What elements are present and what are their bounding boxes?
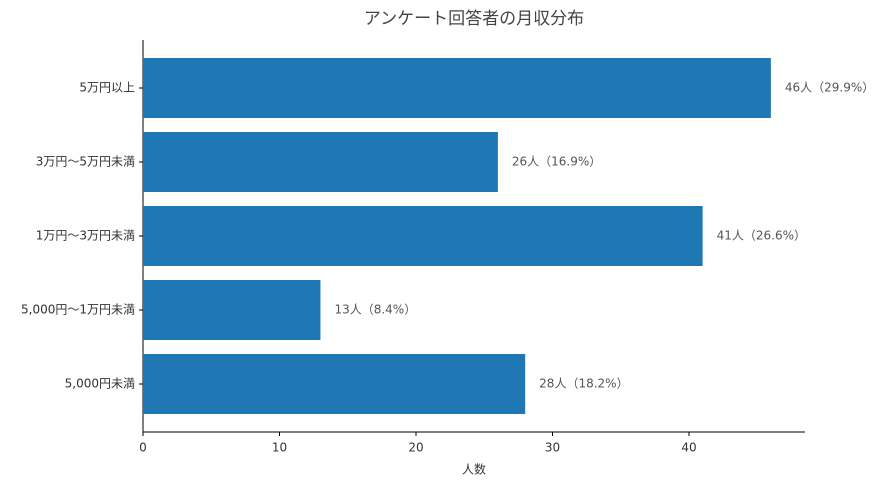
y-tick-label: 5,000円未満 [65,377,135,391]
value-label: 28人（18.2%） [539,377,628,391]
x-tick-label: 40 [681,441,696,455]
x-tick-label: 0 [139,441,147,455]
value-label: 26人（16.9%） [512,155,601,169]
chart-title: アンケート回答者の月収分布 [364,9,584,29]
y-tick-label: 5,000円〜1万円未満 [21,303,135,317]
y-tick-label: 5万円以上 [79,81,135,95]
x-tick-label: 30 [545,441,560,455]
bar [143,58,771,118]
bar [143,206,703,266]
bar [143,132,498,192]
y-tick-label: 1万円〜3万円未満 [36,229,135,243]
x-tick-label: 10 [272,441,287,455]
y-tick-label: 3万円〜5万円未満 [36,155,135,169]
value-label: 41人（26.6%） [717,229,806,243]
bar [143,280,321,340]
value-label: 46人（29.9%） [785,81,874,95]
x-axis-label: 人数 [462,462,486,477]
x-tick-label: 20 [408,441,423,455]
value-label: 13人（8.4%） [334,303,416,317]
bar [143,354,526,414]
